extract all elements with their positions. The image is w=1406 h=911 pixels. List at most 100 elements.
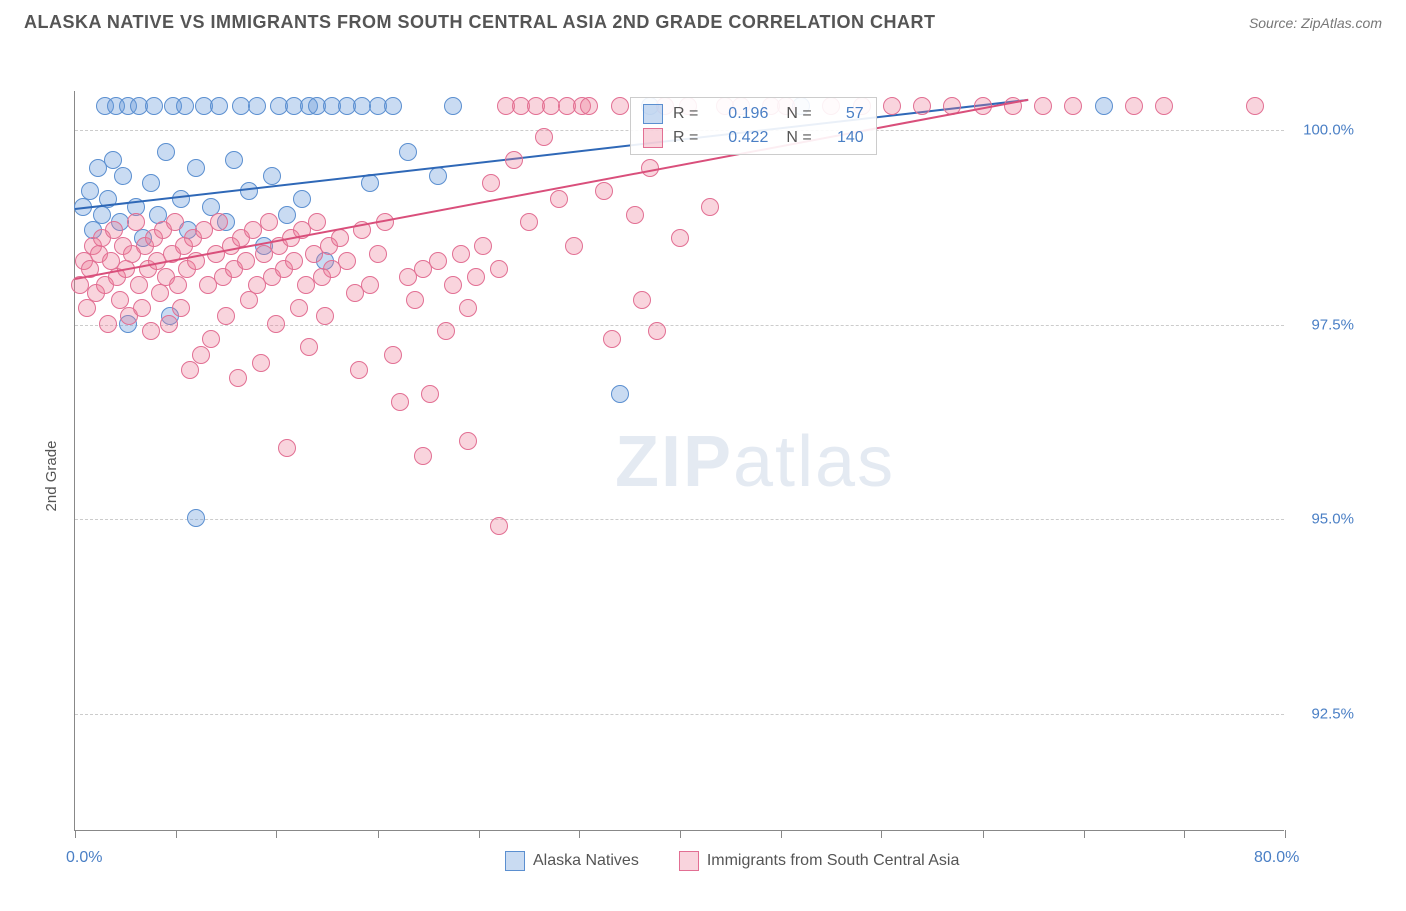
x-tick [579, 830, 580, 838]
x-tick [680, 830, 681, 838]
r-label: R = [673, 105, 698, 123]
data-point-scasia [133, 299, 151, 317]
y-tick-label: 100.0% [1303, 121, 1354, 138]
y-axis-label: 2nd Grade [43, 441, 60, 512]
data-point-scasia [1246, 97, 1264, 115]
data-point-alaska [399, 143, 417, 161]
data-point-scasia [603, 330, 621, 348]
x-tick [276, 830, 277, 838]
data-point-scasia [520, 213, 538, 231]
data-point-scasia [252, 354, 270, 372]
n-value: 57 [822, 105, 864, 123]
data-point-scasia [316, 307, 334, 325]
data-point-scasia [391, 393, 409, 411]
legend-swatch-scasia [679, 851, 699, 871]
data-point-scasia [338, 252, 356, 270]
data-point-scasia [490, 260, 508, 278]
gridline-h [75, 519, 1284, 520]
x-tick [1285, 830, 1286, 838]
x-tick [75, 830, 76, 838]
data-point-scasia [490, 517, 508, 535]
data-point-alaska [93, 206, 111, 224]
data-point-scasia [160, 315, 178, 333]
data-point-scasia [565, 237, 583, 255]
data-point-scasia [369, 245, 387, 263]
data-point-alaska [429, 167, 447, 185]
r-label: R = [673, 129, 698, 147]
data-point-alaska [81, 182, 99, 200]
source-name: ZipAtlas.com [1301, 15, 1382, 31]
x-max-label: 80.0% [1254, 849, 1299, 867]
gridline-h [75, 714, 1284, 715]
data-point-scasia [300, 338, 318, 356]
gridline-h [75, 325, 1284, 326]
y-tick-label: 95.0% [1311, 511, 1354, 528]
data-point-scasia [429, 252, 447, 270]
data-point-scasia [237, 252, 255, 270]
data-point-scasia [361, 276, 379, 294]
data-point-scasia [1155, 97, 1173, 115]
x-tick [176, 830, 177, 838]
data-point-scasia [384, 346, 402, 364]
chart-title: ALASKA NATIVE VS IMMIGRANTS FROM SOUTH C… [24, 12, 936, 33]
data-point-scasia [260, 213, 278, 231]
r-value: 0.196 [708, 105, 768, 123]
data-point-scasia [267, 315, 285, 333]
data-point-scasia [151, 284, 169, 302]
legend-label: Alaska Natives [533, 852, 639, 870]
data-point-scasia [99, 315, 117, 333]
data-point-scasia [127, 213, 145, 231]
data-point-scasia [671, 229, 689, 247]
n-value: 140 [822, 129, 864, 147]
data-point-scasia [350, 361, 368, 379]
data-point-scasia [285, 252, 303, 270]
data-point-scasia [452, 245, 470, 263]
data-point-alaska [611, 385, 629, 403]
data-point-scasia [290, 299, 308, 317]
data-point-alaska [293, 190, 311, 208]
stats-legend: R =0.196N =57R =0.422N =140 [630, 97, 877, 155]
data-point-alaska [142, 174, 160, 192]
data-point-scasia [331, 229, 349, 247]
chart-area: 2nd Grade 100.0%97.5%95.0%92.5%ZIPatlasR… [24, 41, 1382, 911]
y-tick-label: 97.5% [1311, 316, 1354, 333]
data-point-scasia [172, 299, 190, 317]
data-point-alaska [248, 97, 266, 115]
trend-line-scasia [75, 99, 1028, 280]
data-point-scasia [421, 385, 439, 403]
data-point-alaska [1095, 97, 1113, 115]
data-point-scasia [459, 299, 477, 317]
data-point-scasia [142, 322, 160, 340]
data-point-scasia [505, 151, 523, 169]
title-bar: ALASKA NATIVE VS IMMIGRANTS FROM SOUTH C… [0, 0, 1406, 41]
n-label: N = [786, 105, 811, 123]
legend-swatch-alaska [643, 104, 663, 124]
stats-row-scasia: R =0.422N =140 [643, 126, 864, 150]
data-point-scasia [633, 291, 651, 309]
data-point-alaska [176, 97, 194, 115]
data-point-alaska [187, 509, 205, 527]
data-point-scasia [883, 97, 901, 115]
x-tick [1084, 830, 1085, 838]
r-value: 0.422 [708, 129, 768, 147]
y-tick-label: 92.5% [1311, 706, 1354, 723]
data-point-scasia [444, 276, 462, 294]
data-point-scasia [626, 206, 644, 224]
x-tick [983, 830, 984, 838]
data-point-scasia [308, 213, 326, 231]
data-point-scasia [229, 369, 247, 387]
plot-area: 100.0%97.5%95.0%92.5%ZIPatlasR =0.196N =… [74, 91, 1284, 831]
data-point-scasia [1034, 97, 1052, 115]
data-point-scasia [459, 432, 477, 450]
data-point-scasia [169, 276, 187, 294]
data-point-alaska [240, 182, 258, 200]
data-point-scasia [474, 237, 492, 255]
data-point-scasia [913, 97, 931, 115]
source-prefix: Source: [1249, 15, 1301, 31]
data-point-scasia [210, 213, 228, 231]
data-point-alaska [225, 151, 243, 169]
data-point-scasia [550, 190, 568, 208]
data-point-scasia [482, 174, 500, 192]
data-point-scasia [406, 291, 424, 309]
data-point-scasia [414, 447, 432, 465]
